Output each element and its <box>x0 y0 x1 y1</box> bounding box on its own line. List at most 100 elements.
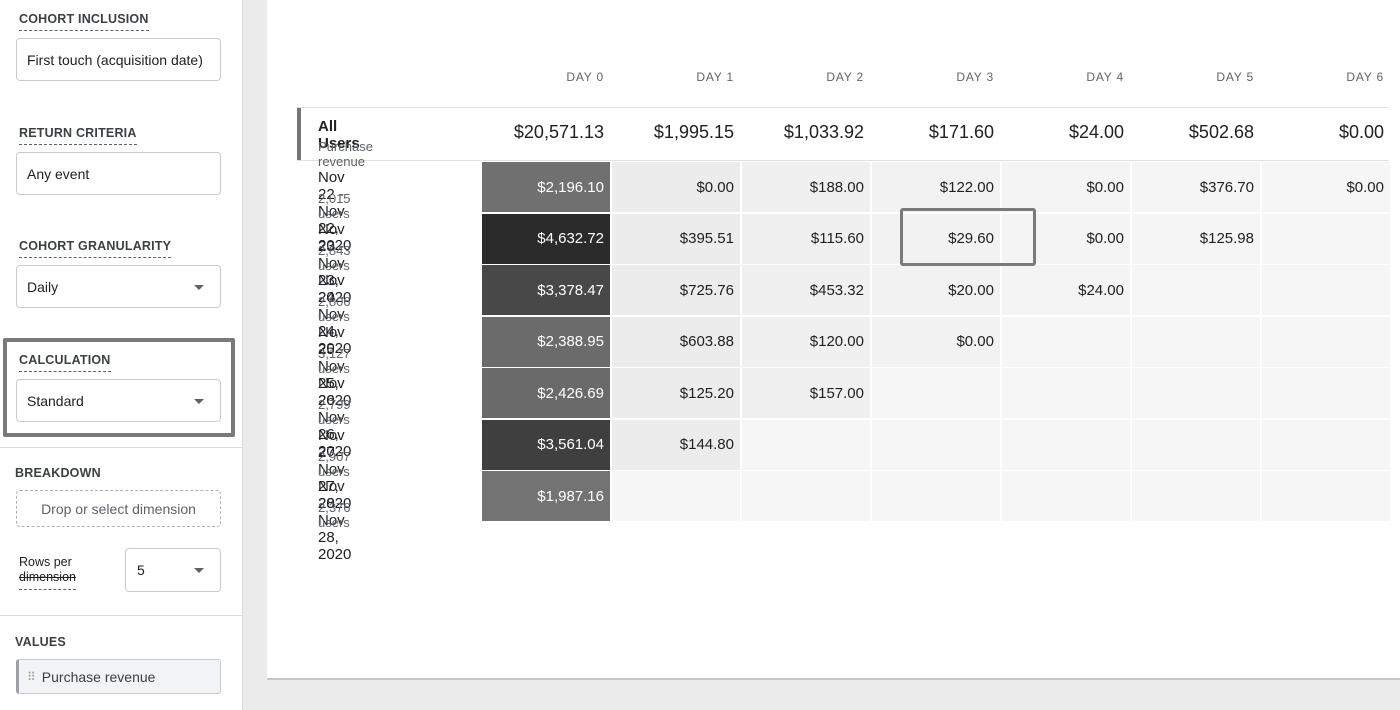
breakdown-placeholder: Drop or select dimension <box>41 500 196 517</box>
cohort-cell[interactable]: $0.00 <box>872 316 1000 367</box>
cohort-cell[interactable] <box>1262 419 1390 470</box>
drag-handle-icon[interactable]: ⠿ <box>27 669 36 684</box>
cohort-cell[interactable] <box>742 419 870 470</box>
cohort-granularity-select[interactable]: Daily <box>16 265 221 308</box>
cohort-cell[interactable] <box>872 471 1000 521</box>
cohort-cell[interactable]: $0.00 <box>1002 162 1130 212</box>
cohort-inclusion-field[interactable]: First touch (acquisition date) <box>16 38 221 81</box>
cohort-row-users: 3,127 users <box>318 345 351 376</box>
cohort-cell[interactable]: $2,426.69 <box>482 368 610 418</box>
cohort-row-date: Nov 22 - Nov 22, 2020 <box>318 169 352 254</box>
cohort-cell[interactable] <box>1262 471 1390 521</box>
day-header: DAY 0 <box>566 70 604 84</box>
cohort-granularity-label: COHORT GRANULARITY <box>19 239 172 258</box>
cohort-cell[interactable] <box>742 471 870 521</box>
cohort-cell[interactable]: $29.60 <box>872 213 1000 264</box>
cohort-row-date: Nov 28 - Nov 28, 2020 <box>318 478 352 563</box>
cohort-row-date: Nov 24 - Nov 24, 2020 <box>318 272 352 357</box>
calculation-highlight <box>3 338 235 437</box>
breakdown-dropzone[interactable]: Drop or select dimension <box>16 490 221 527</box>
cohort-granularity-value: Daily <box>27 278 59 295</box>
cohort-cell[interactable] <box>872 419 1000 470</box>
cohort-cell[interactable]: $125.20 <box>612 368 740 418</box>
cohort-cell[interactable] <box>1002 368 1130 418</box>
cohort-row-date: Nov 27 - Nov 27, 2020 <box>318 426 352 512</box>
cohort-cell[interactable]: $125.98 <box>1132 213 1260 264</box>
calculation-select[interactable]: Standard <box>16 379 221 422</box>
totals-value: $502.68 <box>1188 122 1254 142</box>
cohort-cell[interactable] <box>1002 316 1130 367</box>
cohort-cell[interactable] <box>872 368 1000 418</box>
cohort-cell[interactable]: $395.51 <box>612 213 740 264</box>
cohort-cell[interactable]: $376.70 <box>1132 162 1260 212</box>
cohort-inclusion-value: First touch (acquisition date) <box>27 51 203 68</box>
totals-accent-bar <box>297 108 301 160</box>
breakdown-label: BREAKDOWN <box>15 466 101 480</box>
cohort-row-date: Nov 23 - Nov 23, 2020 <box>318 220 352 306</box>
cohort-cell[interactable]: $0.00 <box>612 162 740 212</box>
day-header: DAY 6 <box>1346 70 1384 84</box>
cohort-cell[interactable] <box>1132 419 1260 470</box>
cohort-row-date: Nov 25 - Nov 25, 2020 <box>318 323 352 409</box>
section-divider <box>0 447 243 448</box>
rows-per-label-line2: dimension <box>19 570 76 590</box>
chevron-down-icon <box>194 284 204 290</box>
cohort-cell[interactable] <box>1002 471 1130 521</box>
values-label: VALUES <box>15 635 66 649</box>
cohort-cell[interactable]: $725.76 <box>612 265 740 315</box>
cohort-cell[interactable]: $24.00 <box>1002 265 1130 315</box>
cohort-cell[interactable]: $603.88 <box>612 316 740 367</box>
cohort-cell[interactable] <box>1262 265 1390 315</box>
cohort-cell[interactable]: $2,196.10 <box>482 162 610 212</box>
totals-subtitle: Purchase revenue <box>318 139 373 169</box>
cohort-cell[interactable] <box>1262 368 1390 418</box>
cohort-cell[interactable]: $0.00 <box>1002 213 1130 264</box>
cohort-cell[interactable]: $3,378.47 <box>482 265 610 315</box>
cohort-cell[interactable]: $2,388.95 <box>482 316 610 367</box>
cohort-cell[interactable]: $4,632.72 <box>482 213 610 264</box>
cohort-row-date: Nov 26 - Nov 26, 2020 <box>318 375 352 460</box>
return-criteria-field[interactable]: Any event <box>16 152 221 195</box>
calculation-label: CALCULATION <box>19 353 111 372</box>
cohort-cell[interactable]: $115.60 <box>742 213 870 264</box>
cohort-cell[interactable]: $1,987.16 <box>482 471 610 521</box>
totals-value: $171.60 <box>928 122 994 142</box>
day-header: DAY 3 <box>956 70 994 84</box>
day-header: DAY 2 <box>826 70 864 84</box>
rows-per-dimension-select[interactable]: 5 <box>125 548 221 592</box>
cell-highlight <box>900 208 1036 266</box>
return-criteria-label: RETURN CRITERIA <box>19 126 137 145</box>
totals-value: $24.00 <box>1068 122 1124 142</box>
day-header: DAY 5 <box>1216 70 1254 84</box>
cohort-cell[interactable]: $188.00 <box>742 162 870 212</box>
cohort-cell[interactable]: $120.00 <box>742 316 870 367</box>
cohort-cell[interactable] <box>1002 419 1130 470</box>
rows-per-dimension-label: Rows per dimension <box>19 555 83 590</box>
rows-per-label-line1: Rows per <box>19 555 72 569</box>
day-header: DAY 1 <box>696 70 734 84</box>
cohort-row-users: 2,806 users <box>318 294 351 324</box>
return-criteria-value: Any event <box>27 165 90 182</box>
day-header: DAY 4 <box>1086 70 1124 84</box>
settings-sidebar: COHORT INCLUSION First touch (acquisitio… <box>0 0 243 710</box>
chevron-down-icon <box>194 568 204 573</box>
totals-top-border <box>297 107 1389 108</box>
cohort-cell[interactable] <box>1262 316 1390 367</box>
cohort-cell[interactable]: $0.00 <box>1262 162 1390 212</box>
cohort-row-users: 2,799 users <box>318 397 351 427</box>
cohort-cell[interactable] <box>612 471 740 521</box>
rows-per-dimension-value: 5 <box>137 562 145 578</box>
cohort-cell[interactable] <box>1132 265 1260 315</box>
cohort-cell[interactable]: $453.32 <box>742 265 870 315</box>
cohort-cell[interactable]: $144.80 <box>612 419 740 470</box>
cohort-cell[interactable]: $122.00 <box>872 162 1000 212</box>
value-chip-purchase-revenue[interactable]: ⠿ Purchase revenue <box>16 659 221 694</box>
cohort-cell[interactable] <box>1132 316 1260 367</box>
cohort-cell[interactable] <box>1262 213 1390 264</box>
section-divider <box>0 615 243 616</box>
cohort-cell[interactable]: $157.00 <box>742 368 870 418</box>
cohort-cell[interactable]: $3,561.04 <box>482 419 610 470</box>
cohort-cell[interactable] <box>1132 368 1260 418</box>
cohort-cell[interactable]: $20.00 <box>872 265 1000 315</box>
cohort-cell[interactable] <box>1132 471 1260 521</box>
